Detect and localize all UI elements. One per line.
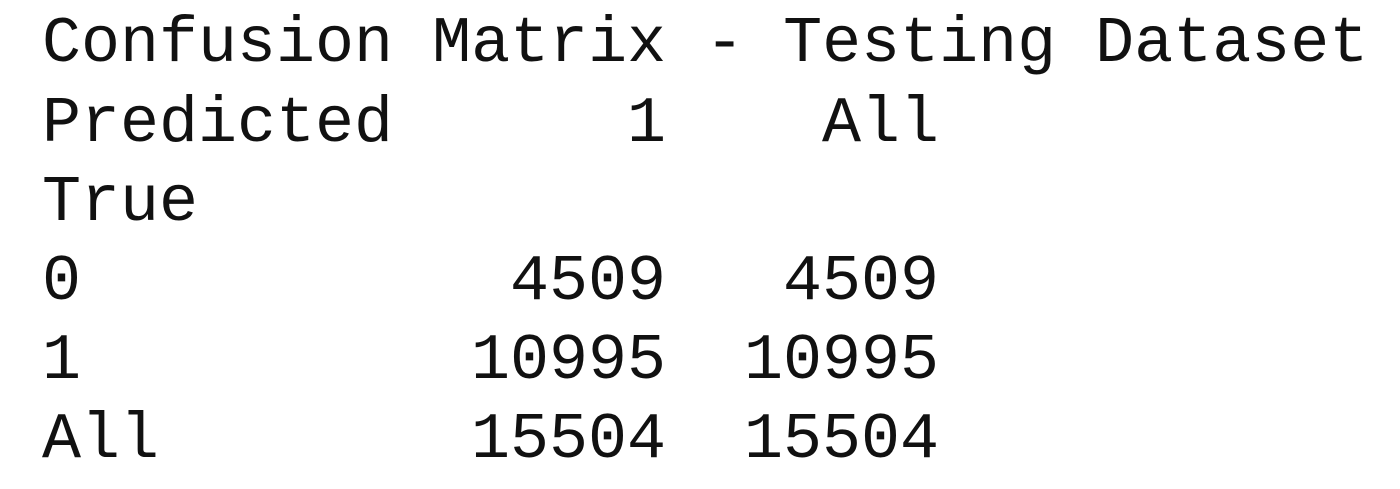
cell: 4509 <box>509 245 666 319</box>
cell: 10995 <box>470 324 666 398</box>
cell: 15504 <box>470 403 666 477</box>
cell: 15504 <box>743 403 939 477</box>
index-name: True <box>42 166 199 240</box>
column-header: All <box>821 87 939 161</box>
column-header: 1 <box>626 87 666 161</box>
row-label: All <box>42 403 160 477</box>
row-label: 0 <box>42 245 82 319</box>
row-label: 1 <box>42 324 82 398</box>
cell: 10995 <box>743 324 939 398</box>
columns-name: Predicted <box>42 87 394 161</box>
cell: 4509 <box>782 245 939 319</box>
title: Confusion Matrix - Testing Dataset <box>42 7 1369 81</box>
